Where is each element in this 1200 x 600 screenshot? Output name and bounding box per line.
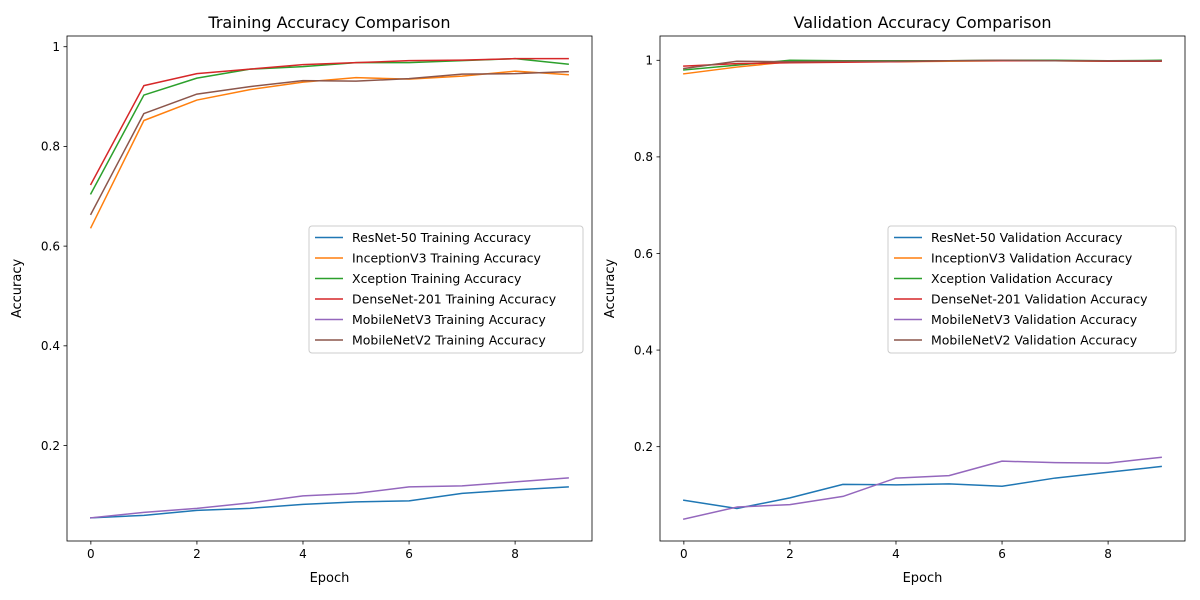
y-axis-label: Accuracy [603, 259, 618, 319]
y-tick-label: 1 [52, 40, 60, 54]
y-axis-label: Accuracy [10, 259, 25, 319]
y-tick-label: 0.8 [41, 140, 60, 154]
y-tick-label: 0.6 [41, 239, 60, 253]
legend-label: InceptionV3 Training Accuracy [352, 251, 541, 266]
chart-title: Training Accuracy Comparison [207, 13, 450, 32]
legend-label: ResNet-50 Validation Accuracy [931, 230, 1123, 245]
y-tick-label: 0.4 [634, 343, 653, 357]
legend-label: Xception Training Accuracy [352, 271, 522, 286]
legend-label: InceptionV3 Validation Accuracy [931, 251, 1133, 266]
chart-panel-1: Training Accuracy Comparison 0 2 4 6 8 0.2 0.4 0… [10, 13, 593, 586]
y-tick-label: 0.8 [634, 150, 653, 164]
series-line-5 [682, 456, 1162, 521]
series-line-6 [89, 70, 569, 216]
series-line-4 [89, 57, 569, 186]
x-axis-label: Epoch [903, 571, 943, 586]
x-tick-label: 0 [680, 547, 688, 561]
legend-label: MobileNetV3 Training Accuracy [352, 312, 546, 327]
series-line-2 [89, 70, 569, 229]
series-line-1 [90, 486, 569, 519]
series-line-1 [683, 465, 1162, 510]
x-tick-label: 6 [998, 547, 1006, 561]
series-line-5 [90, 477, 569, 519]
chart-title: Validation Accuracy Comparison [793, 13, 1051, 32]
x-tick-label: 4 [892, 547, 900, 561]
legend-label: MobileNetV2 Training Accuracy [352, 333, 546, 348]
x-tick-label: 0 [87, 547, 95, 561]
x-tick-label: 4 [299, 547, 307, 561]
y-tick-label: 0.2 [634, 440, 653, 454]
legend: ResNet-50 Validation Accuracy InceptionV3… [887, 225, 1177, 354]
legend-label: DenseNet-201 Training Accuracy [352, 292, 557, 307]
y-tick-label: 0.2 [41, 439, 60, 453]
legend-label: Xception Validation Accuracy [931, 271, 1113, 286]
chart-panel-2: Validation Accuracy Comparison 0 2 4 6 8 0.2 0.… [603, 13, 1186, 586]
legend: ResNet-50 Training Accuracy InceptionV3 T… [308, 225, 584, 354]
x-tick-label: 6 [405, 547, 413, 561]
plot-frame [66, 35, 593, 542]
x-tick-label: 8 [511, 547, 519, 561]
x-tick-label: 8 [1104, 547, 1112, 561]
series-line-6 [683, 59, 1162, 70]
legend-box [308, 225, 584, 354]
legend-label: MobileNetV2 Validation Accuracy [931, 333, 1138, 348]
y-tick-label: 1 [645, 54, 653, 68]
legend-label: MobileNetV3 Validation Accuracy [931, 312, 1138, 327]
series-line-3 [89, 57, 569, 195]
x-tick-label: 2 [786, 547, 794, 561]
legend-label: DenseNet-201 Validation Accuracy [931, 292, 1148, 307]
plot-frame [659, 35, 1186, 542]
legend-box [887, 225, 1177, 354]
y-tick-label: 0.4 [41, 339, 60, 353]
y-tick-label: 0.6 [634, 247, 653, 261]
legend-label: ResNet-50 Training Accuracy [352, 230, 532, 245]
x-axis-label: Epoch [310, 571, 350, 586]
x-tick-label: 2 [193, 547, 201, 561]
